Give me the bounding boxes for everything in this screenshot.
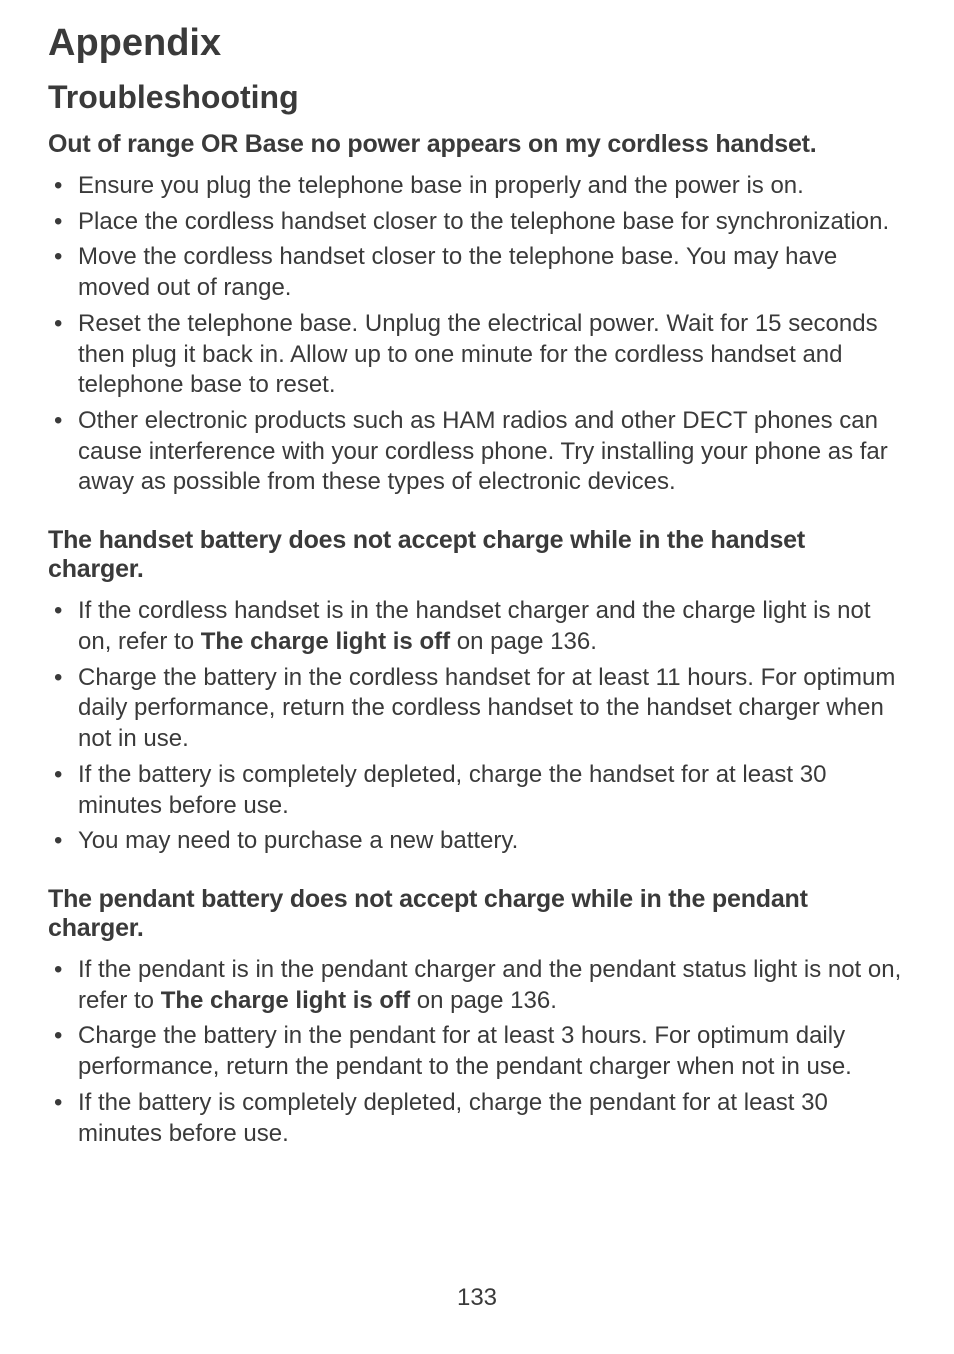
list-item: Charge the battery in the cordless hands… (48, 663, 906, 755)
list-item: Ensure you plug the telephone base in pr… (48, 171, 906, 202)
section1-list: Ensure you plug the telephone base in pr… (48, 171, 906, 498)
list-item: If the battery is completely depleted, c… (48, 760, 906, 821)
list-item-bold: The charge light is off (201, 628, 450, 655)
list-item: Charge the battery in the pendant for at… (48, 1021, 906, 1082)
document-page: Appendix Troubleshooting Out of range OR… (0, 0, 954, 1354)
list-item: If the pendant is in the pendant charger… (48, 955, 906, 1016)
list-item: Other electronic products such as HAM ra… (48, 406, 906, 498)
list-item: You may need to purchase a new battery. (48, 826, 906, 857)
list-item: If the battery is completely depleted, c… (48, 1088, 906, 1149)
section-title-handset-battery: The handset battery does not accept char… (48, 526, 906, 584)
list-item-text-post: on page 136. (410, 987, 557, 1014)
list-item: Reset the telephone base. Unplug the ele… (48, 309, 906, 401)
section2-list: If the cordless handset is in the handse… (48, 596, 906, 857)
section-title-out-of-range: Out of range OR Base no power appears on… (48, 130, 906, 159)
list-item-text-post: on page 136. (450, 628, 597, 655)
list-item-bold: The charge light is off (161, 987, 410, 1014)
section-title-pendant-battery: The pendant battery does not accept char… (48, 885, 906, 943)
appendix-heading: Appendix (48, 22, 906, 65)
page-number: 133 (0, 1284, 954, 1312)
list-item: If the cordless handset is in the handse… (48, 596, 906, 657)
list-item: Place the cordless handset closer to the… (48, 207, 906, 238)
section3-list: If the pendant is in the pendant charger… (48, 955, 906, 1149)
list-item: Move the cordless handset closer to the … (48, 242, 906, 303)
troubleshooting-heading: Troubleshooting (48, 79, 906, 116)
